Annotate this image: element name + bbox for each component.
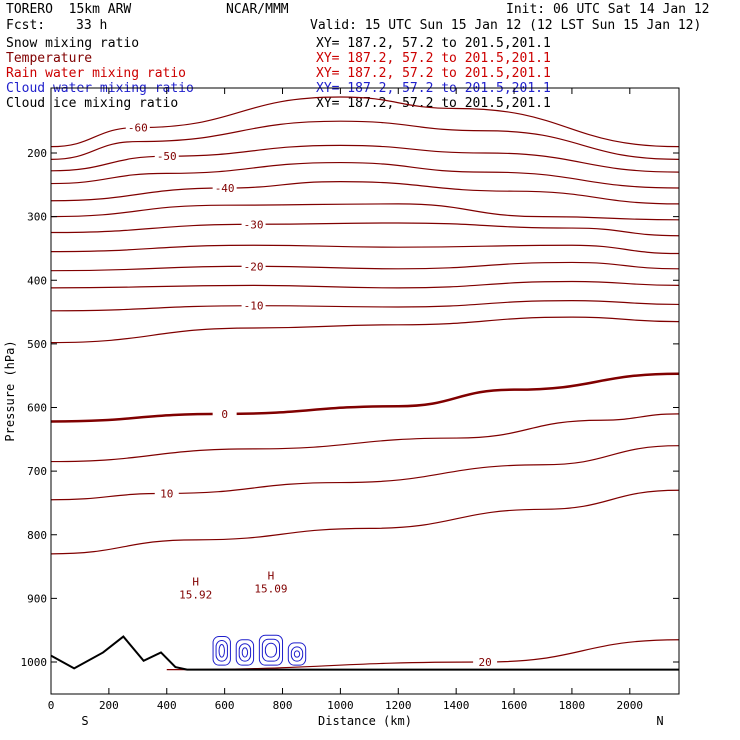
forecast-label: Fcst: [6,18,46,33]
contour-label: -60 [128,122,148,135]
max-value: 15.92 [179,589,212,602]
forecast-hour: 33 h [76,18,108,33]
temperature-contour [50,144,680,173]
contour-label-bg [473,655,498,667]
cloud-water-contour [264,642,278,658]
cloud-water-contours [212,634,307,666]
x-tick-label: 2000 [617,699,644,712]
temperature-contour [50,372,680,423]
temperature-contour [50,489,680,555]
cloud-water-contour [290,646,304,662]
y-tick-label: 900 [27,592,47,605]
cloud-water-contour [287,642,307,666]
x-axis-label: Distance (km) [318,714,412,728]
temperature-contour [50,413,680,463]
contour-label-bg [212,406,237,419]
contour-label-bg [241,298,266,311]
axis-end-left: S [81,714,88,728]
init-time: Init: 06 UTC Sat 14 Jan 12 [506,2,710,17]
terrain-line [50,635,679,671]
temperature-contour [50,161,680,189]
contour-label: -10 [244,300,264,313]
temperature-contour [50,316,680,344]
max-value: 15.09 [254,582,287,595]
terrain-surface [50,635,679,671]
cloud-water-contour [238,643,252,662]
max-marker: H [268,569,275,582]
contour-label: -40 [215,182,235,195]
field-label-cloud-ice: Cloud ice mixing ratio [6,96,179,111]
x-tick-label: 1400 [443,699,470,712]
cloud-water-contour [212,636,231,666]
cloud-water-contour [293,650,301,658]
x-tick-label: 1000 [327,699,354,712]
temperature-contour [50,120,680,160]
contour-label: 10 [160,487,173,500]
cloud-water-contour [235,639,255,666]
contour-label: -30 [244,218,264,231]
axis-end-right: N [656,714,663,728]
contour-label-bg [241,259,266,272]
center-name: NCAR/MMM [226,2,289,17]
contour-label-bg [241,217,266,230]
temperature-contours: -60 -50 -40 -30 -20 -10 0 10 20 [50,96,680,671]
temperature-contour [50,96,680,148]
contour-label-bg [154,486,179,499]
y-tick-label: 1000 [21,656,48,669]
field-xy-temperature: XY= 187.2, 57.2 to 201.5,201.1 [316,51,551,66]
cloud-water-contour [241,647,249,658]
x-tick-label: 1200 [385,699,412,712]
x-tick-label: 0 [48,699,55,712]
max-marker: H [192,576,199,589]
field-xy-snow: XY= 187.2, 57.2 to 201.5,201.1 [316,36,551,51]
y-tick-label: 500 [27,338,47,351]
contour-label: -20 [244,260,264,273]
field-label-rain: Rain water mixing ratio [6,66,187,81]
cloud-water-contour [261,638,281,662]
temperature-contour [50,445,680,501]
x-tick-label: 600 [215,699,235,712]
cloud-water-contour [215,640,228,662]
temperature-contour [50,181,680,205]
contour-label-bg [125,120,150,133]
field-label-temperature: Temperature [6,51,93,66]
x-tick-label: 800 [273,699,293,712]
temperature-contour [50,300,680,312]
contour-label: 20 [478,656,491,669]
contour-label: 0 [221,408,228,421]
y-tick-label: 800 [27,529,47,542]
contour-label-bg [154,149,179,162]
contour-label: -50 [157,150,177,163]
temperature-contour [50,222,680,237]
temperature-contour [50,244,680,255]
contour-label-bg [212,180,237,193]
y-tick-label: 400 [27,274,47,287]
y-tick-label: 200 [27,147,47,160]
temperature-contour [50,261,680,272]
valid-time: Valid: 15 UTC Sun 15 Jan 12 (12 LST Sun … [310,18,702,33]
y-axis-label: Pressure (hPa) [3,340,17,441]
y-tick-label: 300 [27,211,47,224]
x-tick-label: 400 [157,699,177,712]
x-tick-label: 1800 [559,699,586,712]
field-label-snow: Snow mixing ratio [6,36,140,51]
temperature-contour [166,639,680,671]
x-axis: 0 200 400 600 800 1000 1200 1400 1600 1800 2000 [48,88,643,712]
y-tick-label: 600 [27,402,47,415]
temperature-contour [50,280,680,289]
x-tick-label: 1600 [501,699,528,712]
x-tick-label: 200 [99,699,119,712]
cloud-water-contour [218,644,225,658]
plot-frame [50,87,680,695]
cloud-water-contour [258,634,284,666]
temperature-contour [50,203,680,221]
field-xy-rain: XY= 187.2, 57.2 to 201.5,201.1 [316,66,551,81]
model-name: TORERO 15km ARW [6,2,132,17]
y-tick-label: 700 [27,465,47,478]
